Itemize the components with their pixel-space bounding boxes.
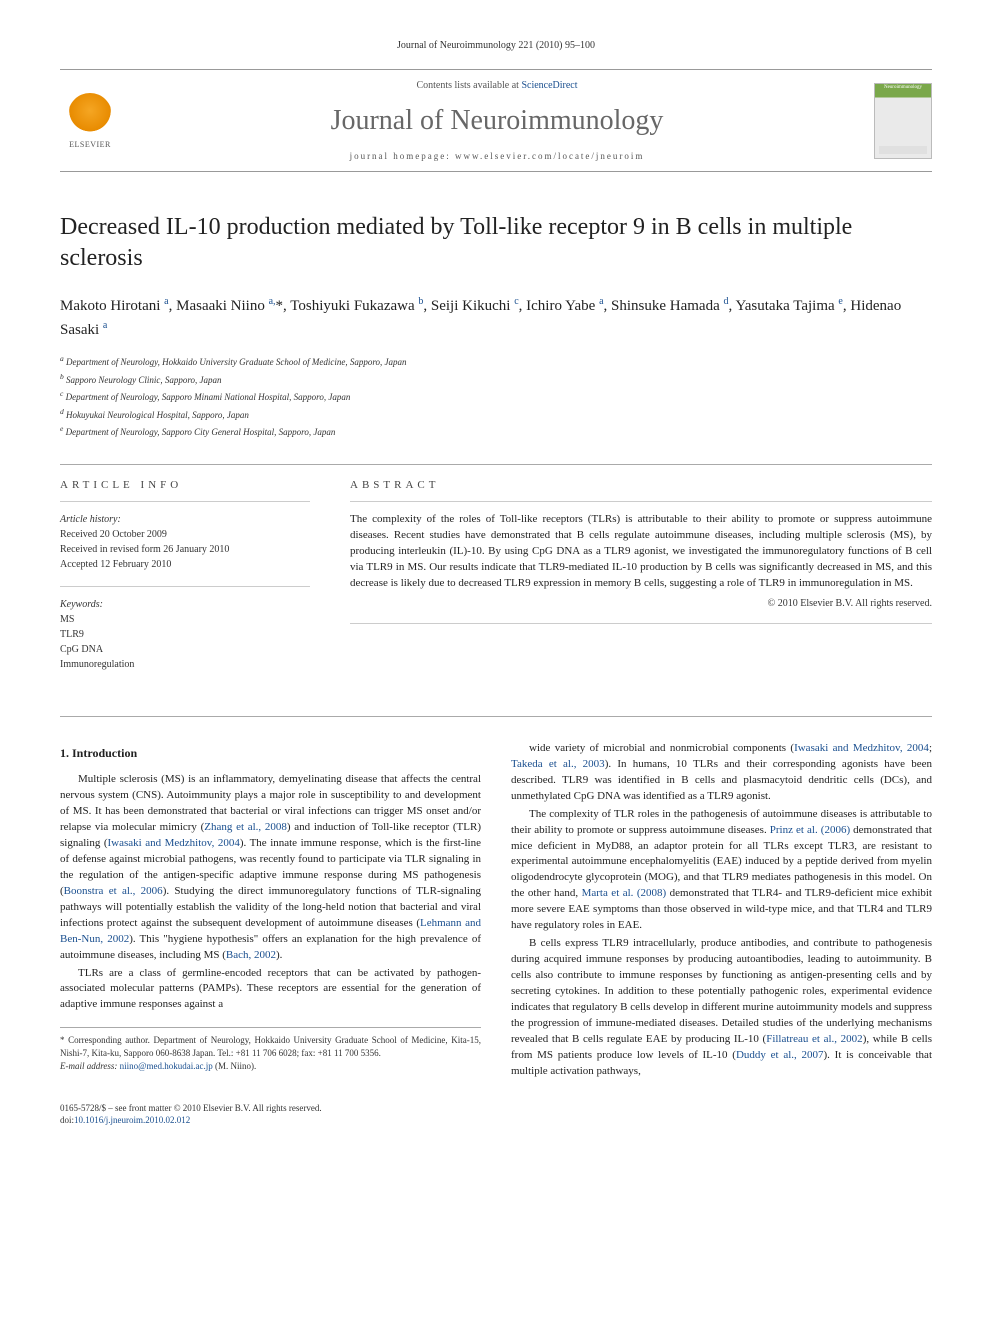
article-title: Decreased IL-10 production mediated by T… bbox=[60, 212, 932, 274]
body-paragraph: The complexity of TLR roles in the patho… bbox=[511, 807, 932, 935]
divider bbox=[60, 586, 310, 587]
citation-link[interactable]: Zhang et al., 2008 bbox=[204, 821, 287, 833]
authors-list: Makoto Hirotani a, Masaaki Niino a,*, To… bbox=[60, 294, 932, 341]
divider bbox=[60, 501, 310, 502]
homepage-line: journal homepage: www.elsevier.com/locat… bbox=[140, 151, 854, 161]
contents-prefix: Contents lists available at bbox=[416, 80, 521, 91]
keyword: Immunoregulation bbox=[60, 657, 310, 672]
affiliation-line: b Sapporo Neurology Clinic, Sapporo, Jap… bbox=[60, 371, 932, 388]
email-person: (M. Niino). bbox=[215, 1061, 256, 1071]
body-paragraph: TLRs are a class of germline-encoded rec… bbox=[60, 966, 481, 1014]
affiliations-list: a Department of Neurology, Hokkaido Univ… bbox=[60, 353, 932, 440]
abstract-text: The complexity of the roles of Toll-like… bbox=[350, 512, 932, 592]
masthead-center: Contents lists available at ScienceDirec… bbox=[140, 80, 854, 161]
keyword: CpG DNA bbox=[60, 642, 310, 657]
history-line: Received in revised form 26 January 2010 bbox=[60, 542, 310, 557]
corresponding-author-note: * Corresponding author. Department of Ne… bbox=[60, 1034, 481, 1059]
citation-link[interactable]: Takeda et al., 2003 bbox=[511, 758, 605, 770]
elsevier-tree-icon bbox=[68, 93, 112, 137]
doi-line: doi:10.1016/j.jneuroim.2010.02.012 bbox=[60, 1114, 932, 1127]
affiliation-line: e Department of Neurology, Sapporo City … bbox=[60, 423, 932, 440]
article-info-column: ARTICLE INFO Article history: Received 2… bbox=[60, 479, 310, 686]
sciencedirect-link[interactable]: ScienceDirect bbox=[521, 80, 577, 91]
body-text: 1. Introduction Multiple sclerosis (MS) … bbox=[60, 741, 932, 1082]
footnotes: * Corresponding author. Department of Ne… bbox=[60, 1027, 481, 1072]
affiliation-line: c Department of Neurology, Sapporo Minam… bbox=[60, 388, 932, 405]
article-info-label: ARTICLE INFO bbox=[60, 479, 310, 491]
body-paragraph: B cells express TLR9 intracellularly, pr… bbox=[511, 936, 932, 1079]
running-head: Journal of Neuroimmunology 221 (2010) 95… bbox=[60, 40, 932, 51]
page-footer: 0165-5728/$ – see front matter © 2010 El… bbox=[60, 1102, 932, 1127]
history-line: Accepted 12 February 2010 bbox=[60, 557, 310, 572]
divider bbox=[350, 501, 932, 502]
divider bbox=[60, 716, 932, 717]
body-paragraph: wide variety of microbial and nonmicrobi… bbox=[511, 741, 932, 805]
abstract-label: ABSTRACT bbox=[350, 479, 932, 491]
keywords-header: Keywords: bbox=[60, 597, 310, 612]
citation-link[interactable]: Iwasaki and Medzhitov, 2004 bbox=[108, 837, 240, 849]
abstract-copyright: © 2010 Elsevier B.V. All rights reserved… bbox=[350, 598, 932, 609]
history-line: Received 20 October 2009 bbox=[60, 527, 310, 542]
email-line: E-mail address: niino@med.hokudai.ac.jp … bbox=[60, 1060, 481, 1073]
citation-link[interactable]: Iwasaki and Medzhitov, 2004 bbox=[794, 742, 929, 754]
citation-link[interactable]: Fillatreau et al., 2002 bbox=[766, 1033, 862, 1045]
citation-link[interactable]: Bach, 2002 bbox=[226, 949, 276, 961]
keywords-block: Keywords: MS TLR9 CpG DNA Immunoregulati… bbox=[60, 597, 310, 672]
keyword: MS bbox=[60, 612, 310, 627]
divider bbox=[350, 623, 932, 624]
homepage-prefix: journal homepage: bbox=[350, 151, 455, 161]
citation-link[interactable]: Marta et al. (2008) bbox=[582, 887, 667, 899]
citation-link[interactable]: Prinz et al. (2006) bbox=[770, 824, 850, 836]
contents-line: Contents lists available at ScienceDirec… bbox=[140, 80, 854, 91]
email-label: E-mail address: bbox=[60, 1061, 117, 1071]
citation-link[interactable]: Lehmann and Ben-Nun, 2002 bbox=[60, 917, 481, 945]
issn-line: 0165-5728/$ – see front matter © 2010 El… bbox=[60, 1102, 932, 1115]
masthead: ELSEVIER Contents lists available at Sci… bbox=[60, 69, 932, 172]
homepage-url[interactable]: www.elsevier.com/locate/jneuroim bbox=[455, 151, 644, 161]
elsevier-name: ELSEVIER bbox=[69, 140, 111, 149]
corresponding-email-link[interactable]: niino@med.hokudai.ac.jp bbox=[120, 1061, 213, 1071]
doi-link[interactable]: 10.1016/j.jneuroim.2010.02.012 bbox=[74, 1115, 190, 1125]
elsevier-logo[interactable]: ELSEVIER bbox=[60, 86, 120, 156]
abstract-column: ABSTRACT The complexity of the roles of … bbox=[350, 479, 932, 686]
body-paragraph: Multiple sclerosis (MS) is an inflammato… bbox=[60, 772, 481, 963]
history-header: Article history: bbox=[60, 512, 310, 527]
citation-link[interactable]: Duddy et al., 2007 bbox=[736, 1049, 824, 1061]
section-heading-introduction: 1. Introduction bbox=[60, 745, 481, 762]
doi-label: doi: bbox=[60, 1115, 74, 1125]
divider bbox=[60, 464, 932, 465]
affiliation-line: d Hokuyukai Neurological Hospital, Sappo… bbox=[60, 406, 932, 423]
keyword: TLR9 bbox=[60, 627, 310, 642]
cover-label: Neuroimmunology bbox=[875, 85, 931, 90]
citation-link[interactable]: Boonstra et al., 2006 bbox=[64, 885, 163, 897]
info-abstract-row: ARTICLE INFO Article history: Received 2… bbox=[60, 479, 932, 686]
affiliation-line: a Department of Neurology, Hokkaido Univ… bbox=[60, 353, 932, 370]
journal-cover-thumbnail[interactable]: Neuroimmunology bbox=[874, 83, 932, 159]
article-history: Article history: Received 20 October 200… bbox=[60, 512, 310, 572]
journal-name: Journal of Neuroimmunology bbox=[140, 105, 854, 137]
